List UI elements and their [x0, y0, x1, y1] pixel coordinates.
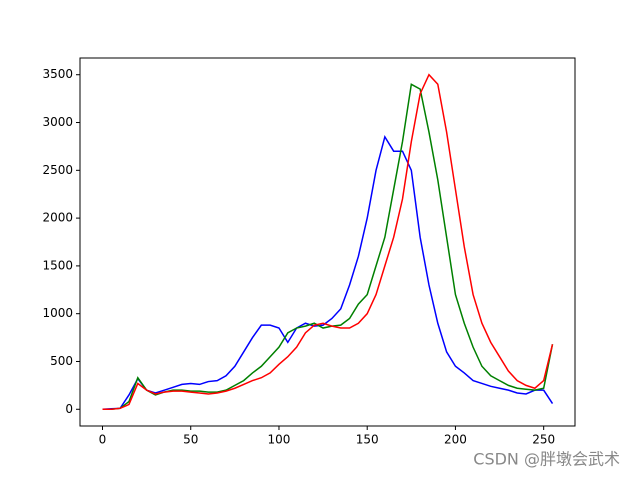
x-tick-label: 200 [444, 433, 467, 447]
x-tick-label: 150 [356, 433, 379, 447]
y-tick-label: 2500 [42, 163, 73, 177]
series-line [102, 73, 554, 411]
x-tick-label: 0 [99, 433, 107, 447]
y-tick-label: 2000 [42, 211, 73, 225]
series-line [102, 83, 554, 411]
watermark: CSDN @胖墩会武术 [473, 450, 620, 469]
series-line [102, 134, 554, 411]
x-tick-label: 50 [183, 433, 198, 447]
y-tick-label: 1500 [42, 258, 73, 272]
y-tick-label: 0 [65, 402, 73, 416]
x-tick-label: 250 [532, 433, 555, 447]
y-tick-label: 500 [50, 354, 73, 368]
plot-frame [79, 57, 576, 427]
x-tick-label: 100 [268, 433, 291, 447]
y-tick-label: 3500 [42, 67, 73, 81]
y-tick-label: 1000 [42, 306, 73, 320]
y-tick-label: 3000 [42, 115, 73, 129]
